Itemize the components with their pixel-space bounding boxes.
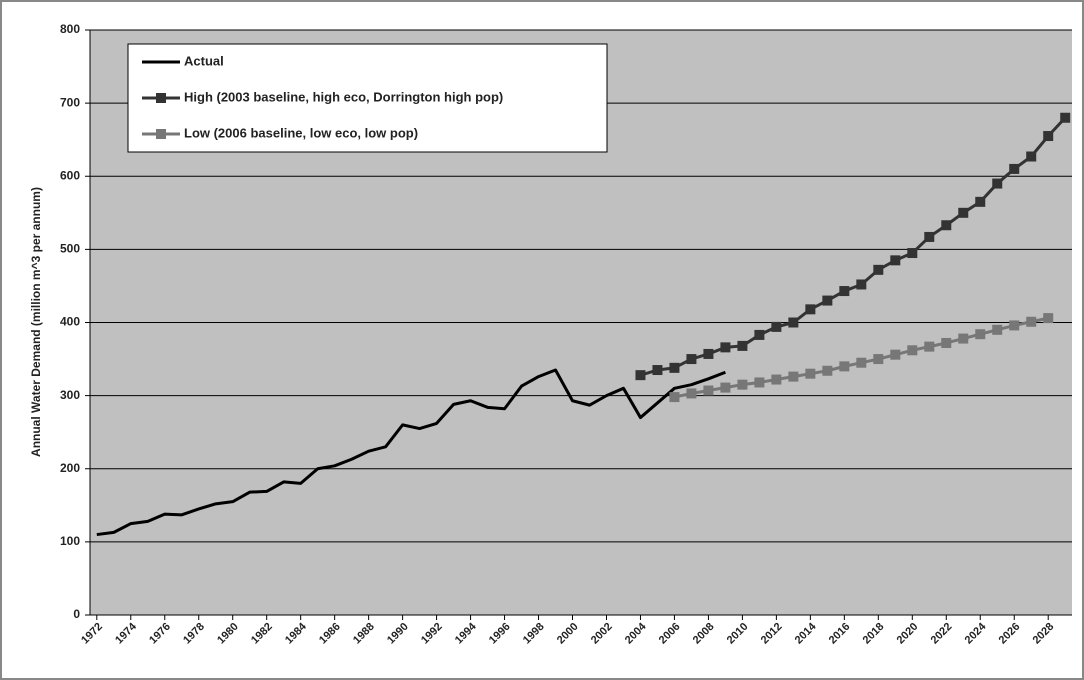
y-tick-label: 600	[60, 168, 80, 182]
marker	[958, 333, 969, 344]
y-tick-label: 700	[60, 95, 80, 109]
marker	[771, 374, 782, 385]
marker	[924, 341, 935, 352]
marker	[975, 329, 986, 340]
marker	[992, 178, 1003, 189]
marker	[856, 279, 867, 290]
legend-marker	[156, 129, 166, 139]
marker	[992, 324, 1003, 335]
marker	[1026, 151, 1037, 162]
marker	[737, 379, 748, 390]
marker	[873, 354, 884, 365]
y-tick-label: 0	[73, 607, 80, 621]
legend-marker	[156, 93, 166, 103]
legend-label: Actual	[184, 53, 224, 68]
y-tick-label: 500	[60, 242, 80, 256]
marker	[669, 392, 680, 403]
marker	[839, 286, 850, 297]
y-axis-label: Annual Water Demand (million m^3 per ann…	[29, 187, 43, 457]
marker	[873, 264, 884, 275]
y-tick-label: 100	[60, 534, 80, 548]
y-tick-label: 200	[60, 461, 80, 475]
series-line	[96, 368, 726, 537]
marker	[652, 365, 663, 376]
legend-label: Low (2006 baseline, low eco, low pop)	[184, 125, 418, 140]
marker	[788, 371, 799, 382]
legend-label: High (2003 baseline, high eco, Dorringto…	[184, 89, 503, 104]
marker	[958, 207, 969, 218]
marker	[907, 345, 918, 356]
marker	[771, 321, 782, 332]
marker	[754, 329, 765, 340]
marker	[686, 354, 697, 365]
marker	[635, 370, 646, 381]
marker	[941, 220, 952, 231]
marker	[805, 304, 816, 315]
y-tick-label: 800	[60, 22, 80, 36]
marker	[975, 196, 986, 207]
marker	[907, 248, 918, 259]
marker	[805, 368, 816, 379]
marker	[1043, 131, 1054, 142]
marker	[822, 295, 833, 306]
marker	[1009, 163, 1020, 174]
marker	[720, 382, 731, 393]
marker	[856, 357, 867, 368]
y-tick-label: 400	[60, 315, 80, 329]
marker	[737, 340, 748, 351]
marker	[703, 348, 714, 359]
marker	[839, 361, 850, 372]
marker	[754, 377, 765, 388]
marker	[941, 337, 952, 348]
marker	[686, 388, 697, 399]
marker	[1009, 320, 1020, 331]
marker	[720, 342, 731, 353]
marker	[1060, 112, 1071, 123]
legend-box	[127, 43, 608, 153]
marker	[890, 349, 901, 360]
marker	[924, 231, 935, 242]
marker	[669, 362, 680, 373]
marker	[1026, 316, 1037, 327]
marker	[1043, 313, 1054, 324]
marker	[703, 385, 714, 396]
marker	[788, 317, 799, 328]
y-tick-label: 300	[60, 388, 80, 402]
marker	[822, 365, 833, 376]
marker	[890, 255, 901, 266]
